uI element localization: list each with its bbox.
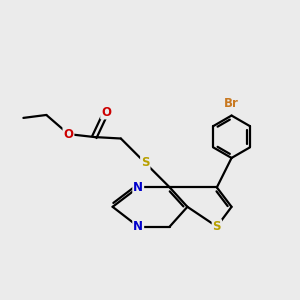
Text: O: O	[63, 128, 74, 141]
Text: O: O	[101, 106, 111, 118]
Text: N: N	[133, 181, 143, 194]
Text: N: N	[133, 220, 143, 233]
Text: S: S	[213, 220, 221, 233]
Text: S: S	[141, 157, 149, 169]
Text: Br: Br	[224, 97, 239, 110]
